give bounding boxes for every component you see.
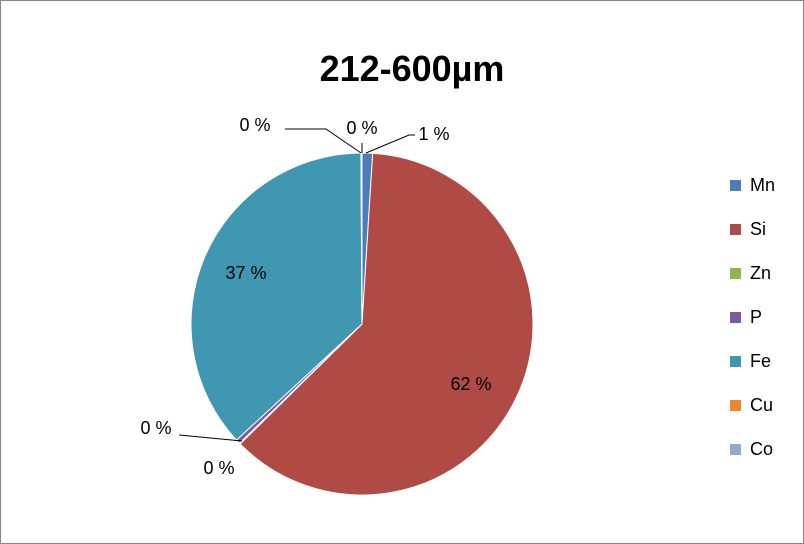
leader-lines [178, 128, 415, 442]
data-label-zn: 0 % [239, 115, 270, 135]
data-labels: 1 % 62 % 0 % 0 % 37 % 0 % 0 % [140, 115, 491, 478]
legend-label-cu: Cu [750, 395, 773, 415]
leader-line-zn [285, 128, 362, 154]
legend-label-si: Si [750, 219, 766, 239]
legend-swatch-zn [730, 268, 741, 279]
leader-line-p [178, 434, 243, 442]
legend: Mn Si Zn P Fe Cu Co [730, 175, 775, 459]
legend-swatch-cu [730, 400, 741, 411]
slice-co [360, 152, 363, 325]
legend-label-fe: Fe [750, 351, 771, 371]
legend-swatch-si [730, 224, 741, 235]
legend-label-zn: Zn [750, 263, 771, 283]
legend-swatch-mn [730, 180, 741, 191]
legend-swatch-fe [730, 356, 741, 367]
data-label-cu: 0 % [203, 458, 234, 478]
data-label-fe: 37 % [225, 263, 266, 283]
data-label-co: 0 % [346, 118, 377, 138]
legend-label-mn: Mn [750, 175, 775, 195]
data-label-mn: 1 % [418, 124, 449, 144]
legend-label-co: Co [750, 439, 773, 459]
legend-swatch-co [730, 444, 741, 455]
data-label-si: 62 % [450, 374, 491, 394]
legend-swatch-p [730, 312, 741, 323]
slice-fe [190, 152, 363, 441]
leader-line-mn [365, 134, 415, 154]
data-label-p: 0 % [140, 418, 171, 438]
pie-slices [190, 152, 534, 496]
chart-title: 212-600µm [320, 48, 505, 89]
slice-si [239, 152, 534, 496]
legend-label-p: P [750, 307, 762, 327]
